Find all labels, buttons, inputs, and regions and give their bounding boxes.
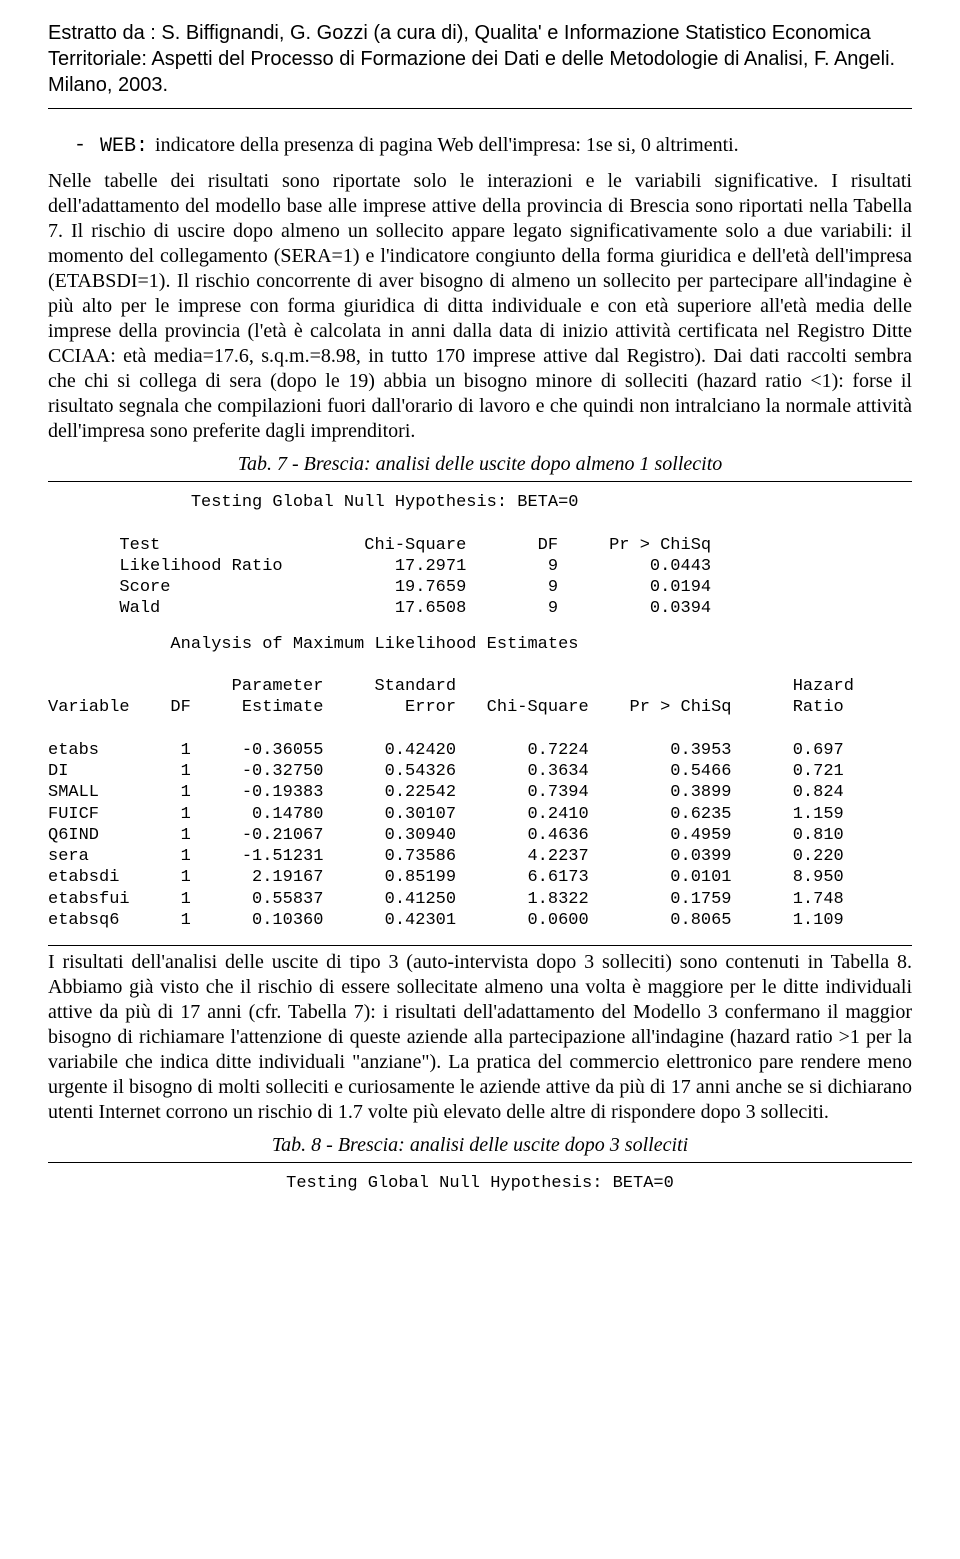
paragraph-2: I risultati dell'analisi delle uscite di… — [48, 950, 912, 1125]
table8-top-rule — [48, 1162, 912, 1163]
table7-top-rule — [48, 481, 912, 482]
bullet-item: - WEB: indicatore della presenza di pagi… — [74, 133, 912, 159]
table7-bottom-rule — [48, 945, 912, 946]
bullet-text: indicatore della presenza di pagina Web … — [155, 134, 739, 156]
paragraph-1: Nelle tabelle dei risultati sono riporta… — [48, 169, 912, 444]
table7-title: Tab. 7 - Brescia: analisi delle uscite d… — [48, 452, 912, 477]
table7-mle-block: Analysis of Maximum Likelihood Estimates… — [48, 634, 912, 932]
citation-header: Estratto da : S. Biffignandi, G. Gozzi (… — [48, 20, 912, 98]
table8-global-title: Testing Global Null Hypothesis: BETA=0 — [48, 1173, 912, 1194]
bullet-code: WEB: — [100, 135, 148, 158]
table7-global-block: Testing Global Null Hypothesis: BETA=0 T… — [48, 492, 912, 620]
bullet-dash: - — [74, 133, 86, 158]
header-rule — [48, 108, 912, 109]
table8-title: Tab. 8 - Brescia: analisi delle uscite d… — [48, 1133, 912, 1158]
